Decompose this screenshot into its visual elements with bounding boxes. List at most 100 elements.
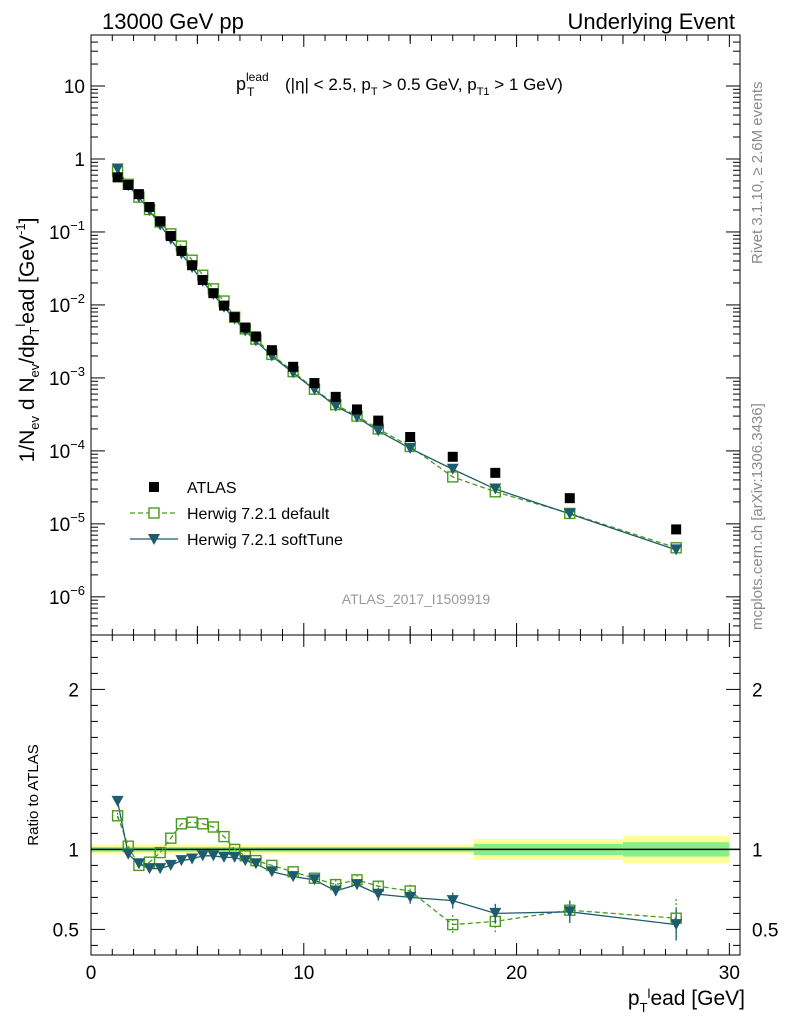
- atlas-point: [373, 415, 384, 426]
- y-tick-label: 10−6: [49, 583, 85, 609]
- softtune-point: [122, 848, 135, 860]
- softtune-point: [404, 891, 417, 903]
- default-point: [447, 918, 459, 931]
- y-tick-label: 10−2: [49, 291, 85, 317]
- ratio-default-line: [116, 815, 677, 926]
- default-point: [154, 846, 166, 859]
- softtune-point: [287, 871, 300, 883]
- atlas-point: [405, 431, 416, 442]
- atlas-point: [250, 331, 261, 342]
- ratio-y-tick-label-right: 1: [752, 840, 763, 861]
- svg-text:(|η| < 2.5, pT > 0.5 GeV, pT1: (|η| < 2.5, pT > 0.5 GeV, pT1 > 1 GeV): [285, 75, 563, 98]
- atlas-point: [564, 493, 575, 504]
- atlas-point: [288, 361, 299, 372]
- x-axis-label: pTlead [GeV]: [628, 986, 745, 1015]
- atlas-point: [123, 180, 134, 191]
- softtune-point: [186, 853, 199, 865]
- atlas-point: [112, 172, 123, 183]
- y-tick-label: 10−5: [49, 510, 85, 536]
- legend-default-marker: [148, 507, 160, 519]
- softtune-point: [372, 425, 385, 437]
- ratio-y-tick-label-right: 2: [752, 680, 763, 701]
- y-tick-label: 10: [64, 77, 85, 98]
- softtune-point: [350, 879, 363, 891]
- softtune-point: [404, 442, 417, 454]
- default-point: [165, 832, 177, 844]
- title-sup: lead: [246, 70, 269, 84]
- x-tick-label: 0: [86, 963, 97, 984]
- softtune-point: [489, 907, 502, 919]
- atlas-point: [240, 322, 251, 333]
- softtune-point: [329, 400, 342, 412]
- atlas-point: [155, 216, 166, 227]
- atlas-point: [208, 288, 219, 299]
- legend-label: Herwig 7.2.1 default: [187, 506, 330, 523]
- main-panel: 10−6 10−5 10−4 10−3 10−2 10−1 1 10: [49, 34, 741, 955]
- ratio-y-tick-label-right: 0.5: [752, 920, 778, 941]
- softtune-point: [111, 163, 124, 175]
- atlas-point: [218, 300, 229, 311]
- legend-softtune-marker: [148, 534, 160, 545]
- ratio-panel: 0 10 20 30 0.5 0.5 1 1 2 2: [53, 634, 778, 984]
- y-tick-label: 1: [74, 150, 85, 171]
- softtune-point: [670, 544, 683, 556]
- ratio-y-tick-label: 0.5: [53, 920, 79, 941]
- header-left: 13000 GeV pp: [102, 9, 244, 34]
- softtune-point: [239, 855, 252, 867]
- softtune-point: [111, 795, 124, 807]
- rivet-label: Rivet 3.1.10, ≥ 2.6M events: [749, 82, 766, 265]
- plot-title: plead T (|η| < 2.5, pT > 0.5 GeV, pT1 > …: [236, 70, 563, 99]
- title-p: p: [236, 74, 246, 94]
- default-point: [175, 818, 188, 830]
- softtune-point: [670, 919, 683, 931]
- mcplots-label: mcplots.cern.ch [arXiv:1306.3436]: [749, 403, 766, 630]
- title-sub3: T1: [477, 86, 490, 98]
- atlas-point: [266, 345, 277, 356]
- softtune-point: [175, 855, 188, 867]
- x-tick-label: 20: [506, 963, 527, 984]
- legend-label: Herwig 7.2.1 softTune: [187, 532, 343, 549]
- atlas-point: [447, 451, 458, 462]
- y-tick-label: 10−3: [49, 364, 85, 390]
- softtune-point: [196, 850, 209, 862]
- softtune-point: [265, 866, 278, 878]
- y-tick-label: 10−1: [49, 218, 85, 244]
- legend-atlas-marker: [149, 482, 159, 492]
- ratio-ylabel: Ratio to ATLAS: [25, 744, 42, 845]
- softtune-point: [489, 483, 502, 495]
- atlas-point: [490, 467, 501, 478]
- title-rest2: > 0.5 GeV, p: [378, 75, 477, 94]
- ratio-y-tick-label: 2: [68, 680, 79, 701]
- analysis-watermark: ATLAS_2017_I1509919: [342, 591, 491, 607]
- softtune-point: [446, 463, 459, 475]
- softtune-point: [207, 850, 220, 862]
- title-sub: T: [247, 85, 255, 99]
- softtune-point: [154, 863, 167, 875]
- default-point: [197, 818, 209, 830]
- header-right: Underlying Event: [567, 9, 735, 34]
- legend-label: ATLAS: [187, 480, 237, 497]
- atlas-point: [351, 404, 362, 415]
- softtune-point: [143, 863, 156, 875]
- default-point: [186, 816, 198, 828]
- atlas-point: [671, 524, 682, 535]
- title-rest1: (|η| < 2.5, p: [285, 75, 371, 94]
- atlas-point: [165, 231, 176, 242]
- main-ylabel: 1/Nev d Nev/dpTlead [GeV-1]: [13, 218, 42, 463]
- svg-text:1/Nev d Nev/dpTlead [GeV-1]: 1/Nev d Nev/dpTlead [GeV-1]: [13, 218, 42, 463]
- default-point: [218, 830, 230, 843]
- softtune-point: [563, 508, 576, 520]
- svg-text:pTlead [GeV]: pTlead [GeV]: [628, 986, 745, 1015]
- softtune-point: [132, 858, 145, 870]
- title-sub2: T: [371, 86, 378, 98]
- atlas-point: [176, 245, 187, 256]
- softtune-point: [308, 874, 321, 886]
- title-rest3: > 1 GeV): [490, 75, 563, 94]
- ratio-frame: [90, 634, 741, 956]
- softtune-point: [329, 885, 342, 897]
- atlas-point: [309, 378, 320, 389]
- atlas-point: [144, 201, 155, 212]
- atlas-point: [330, 391, 341, 402]
- softtune-point: [446, 895, 459, 907]
